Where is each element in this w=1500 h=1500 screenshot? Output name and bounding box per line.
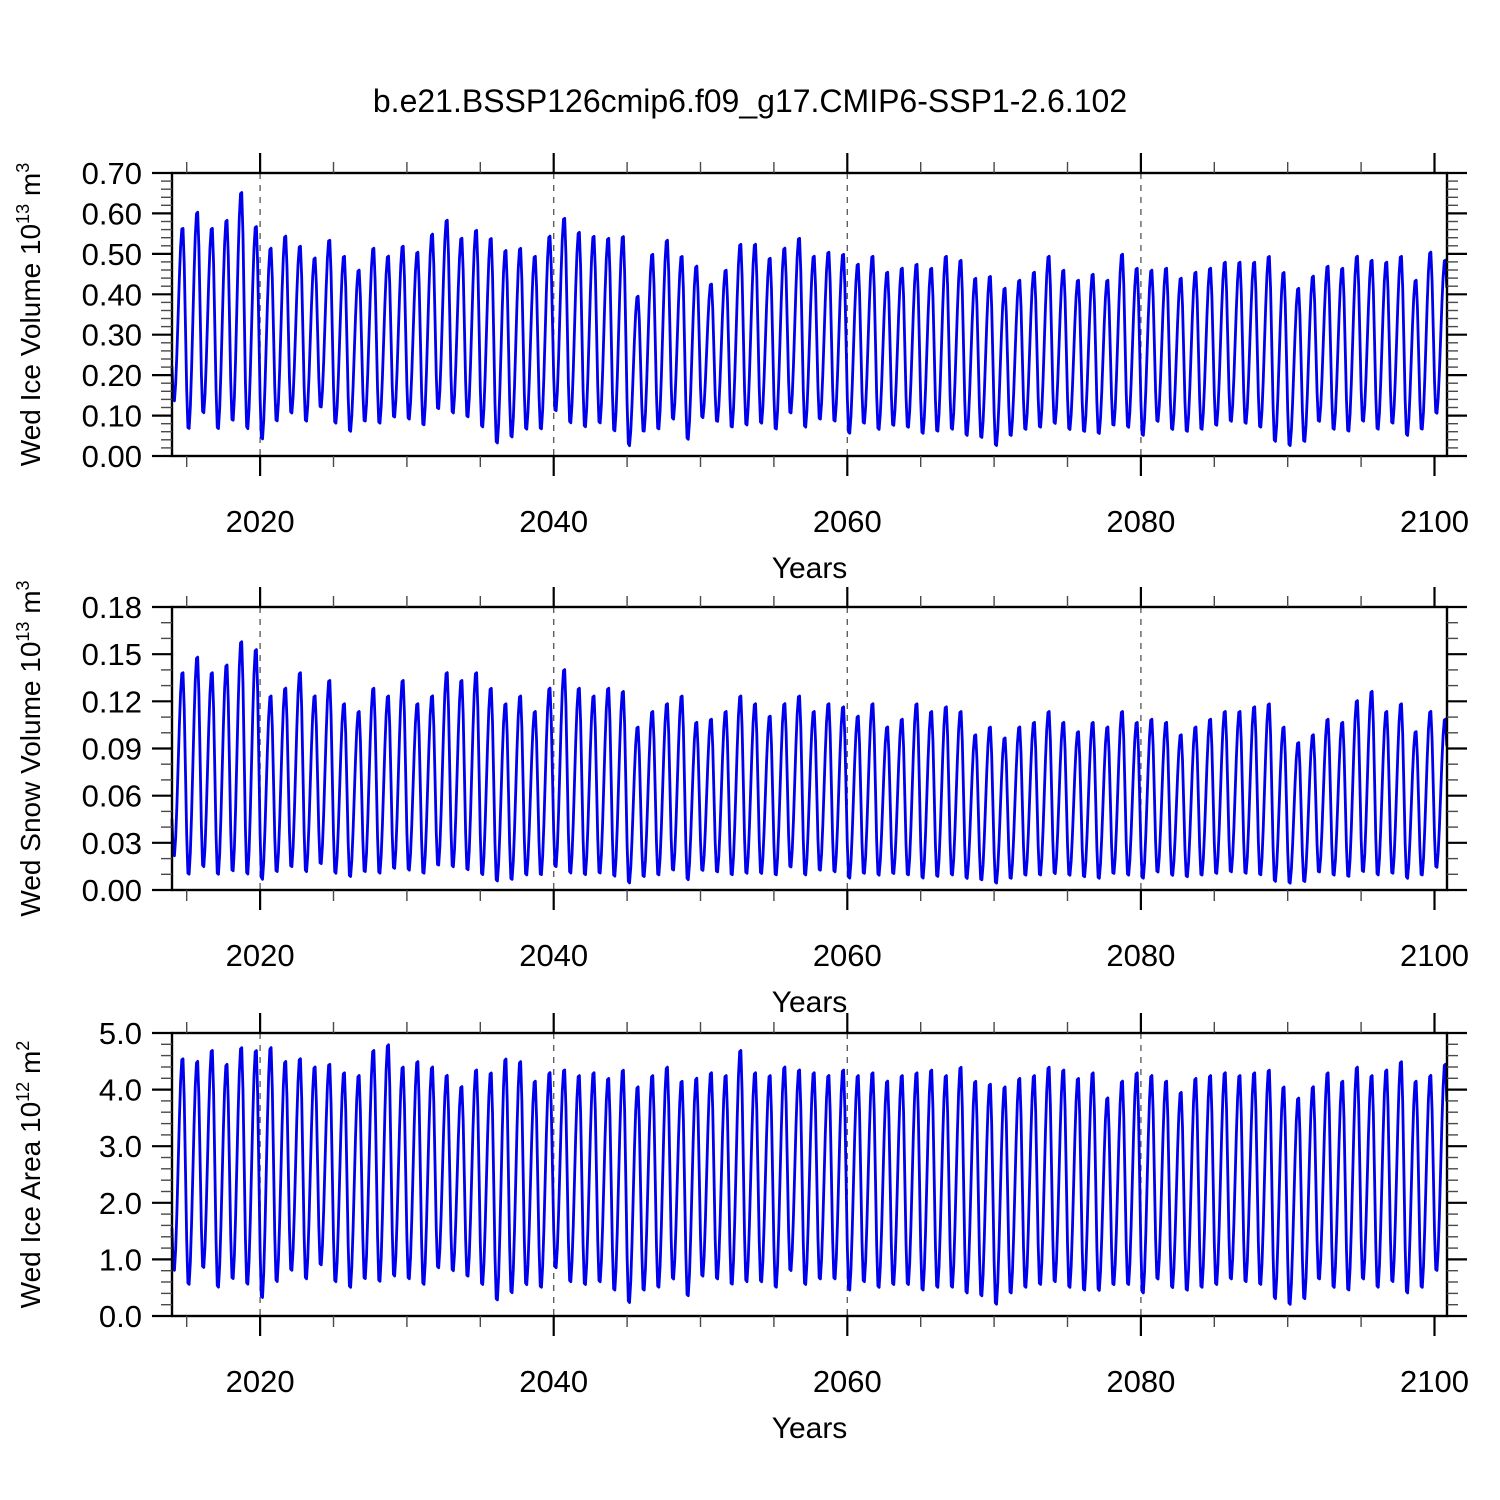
x-tick-labels: 2020 2040 2060 2080 2100 [226, 1364, 1469, 1399]
y-tick-label: 3.0 [99, 1129, 142, 1164]
x-tick-label: 2080 [1106, 504, 1175, 539]
x-axis-title: Years [772, 986, 848, 1019]
y-tick-label: 0.20 [82, 358, 142, 393]
x-axis-ticks [185, 1013, 1436, 1336]
y-tick-label: 0.30 [82, 318, 142, 353]
x-axis-ticks [185, 153, 1436, 476]
y-tick-labels: 0.00 0.10 0.20 0.30 0.40 0.50 0.60 0.70 [82, 156, 142, 474]
plot-frame [170, 1031, 1449, 1318]
x-tick-label: 2060 [813, 1364, 882, 1399]
y-tick-label: 0.0 [99, 1299, 142, 1334]
y-tick-label: 0.00 [82, 439, 142, 474]
y-axis-title: Wed Ice Area 1012 m2 [13, 1041, 46, 1309]
y-tick-label: 0.18 [82, 590, 142, 625]
y-axis-ticks [152, 171, 1467, 458]
y-tick-label: 0.03 [82, 826, 142, 861]
x-tick-label: 2100 [1400, 938, 1469, 973]
y-axis-ticks [152, 605, 1467, 892]
series-line [170, 191, 1449, 448]
x-tick-label: 2100 [1400, 1364, 1469, 1399]
y-tick-labels: 0.0 1.0 2.0 3.0 4.0 5.0 [99, 1016, 142, 1334]
x-tick-labels: 2020 2040 2060 2080 2100 [226, 938, 1469, 973]
x-tick-label: 2060 [813, 504, 882, 539]
y-tick-label: 1.0 [99, 1242, 142, 1277]
x-tick-label: 2040 [519, 938, 588, 973]
series-line [170, 640, 1449, 885]
x-axis-ticks [185, 587, 1436, 910]
plot-frame [170, 171, 1449, 458]
x-tick-label: 2040 [519, 1364, 588, 1399]
x-tick-label: 2080 [1106, 938, 1175, 973]
y-tick-label: 0.12 [82, 684, 142, 719]
y-tick-label: 0.09 [82, 732, 142, 767]
y-axis-title: Wed Snow Volume 1013 m3 [13, 580, 46, 916]
x-tick-label: 2100 [1400, 504, 1469, 539]
x-axis-title: Years [772, 552, 848, 585]
panel-wed-ice-volume: 0.00 0.10 0.20 0.30 0.40 0.50 0.60 0.70 2020 2040… [13, 153, 1469, 585]
y-tick-label: 0.00 [82, 873, 142, 908]
x-tick-label: 2060 [813, 938, 882, 973]
x-tick-label: 2080 [1106, 1364, 1175, 1399]
figure-title: b.e21.BSSP126cmip6.f09_g17.CMIP6-SSP1-2.… [373, 83, 1127, 119]
x-tick-labels: 2020 2040 2060 2080 2100 [226, 504, 1469, 539]
x-tick-label: 2020 [226, 938, 295, 973]
series-line [170, 1043, 1449, 1306]
y-tick-label: 0.40 [82, 277, 142, 312]
panel-wed-ice-area: 0.0 1.0 2.0 3.0 4.0 5.0 2020 2040 2060 2080 2100 Ye… [13, 1013, 1469, 1445]
y-tick-label: 0.06 [82, 779, 142, 814]
panel-wed-snow-volume: 0.00 0.03 0.06 0.09 0.12 0.15 0.18 2020 2040 2060… [13, 580, 1469, 1019]
y-tick-label: 0.70 [82, 156, 142, 191]
x-tick-label: 2020 [226, 1364, 295, 1399]
y-axis-ticks [152, 1031, 1467, 1318]
x-tick-label: 2020 [226, 504, 295, 539]
y-tick-label: 4.0 [99, 1073, 142, 1108]
y-tick-labels: 0.00 0.03 0.06 0.09 0.12 0.15 0.18 [82, 590, 142, 908]
y-tick-label: 0.10 [82, 399, 142, 434]
y-tick-label: 2.0 [99, 1186, 142, 1221]
y-axis-title: Wed Ice Volume 1013 m3 [13, 163, 46, 466]
y-tick-label: 5.0 [99, 1016, 142, 1051]
x-tick-label: 2040 [519, 504, 588, 539]
y-tick-label: 0.50 [82, 237, 142, 272]
x-axis-title: Years [772, 1412, 848, 1445]
y-tick-label: 0.60 [82, 196, 142, 231]
y-tick-label: 0.15 [82, 637, 142, 672]
